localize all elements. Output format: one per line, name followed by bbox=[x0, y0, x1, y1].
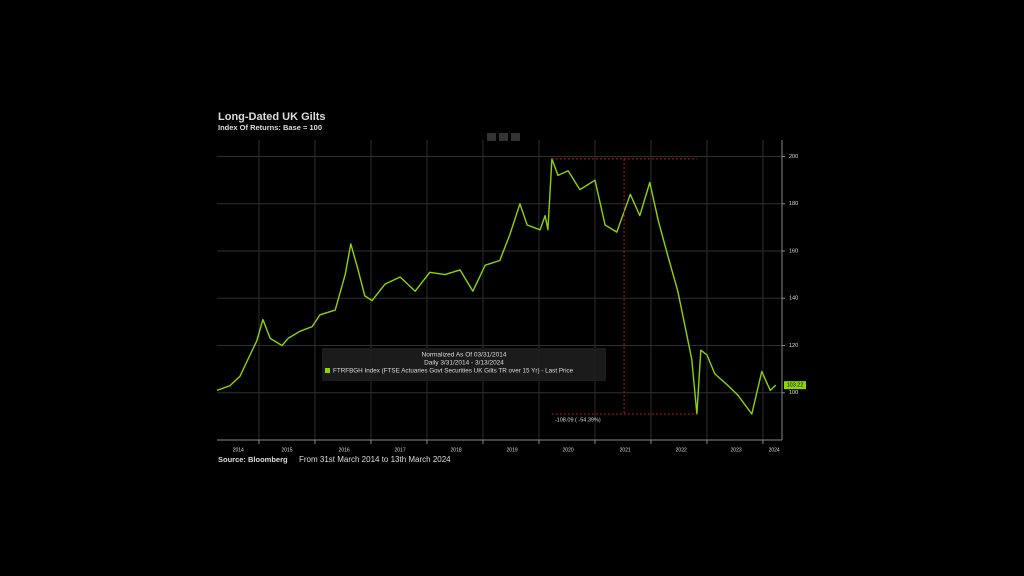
drawdown-label: -108.09 ( -54.39%) bbox=[555, 417, 601, 423]
y-tick-label: 140 bbox=[789, 296, 798, 302]
chart-title: Long-Dated UK Gilts bbox=[218, 111, 326, 123]
legend-swatch bbox=[325, 368, 330, 373]
tool-icon[interactable] bbox=[499, 133, 508, 141]
x-tick-label: 2018 bbox=[451, 447, 462, 453]
tool-icon[interactable] bbox=[511, 133, 520, 141]
x-tick-label: 2021 bbox=[620, 447, 631, 453]
source: Source: Bloomberg bbox=[218, 455, 288, 464]
tool-icon[interactable] bbox=[487, 133, 496, 141]
data-line bbox=[216, 158, 777, 415]
x-tick-label: 2020 bbox=[563, 447, 574, 453]
legend-header: Normalized As Of 03/31/2014 bbox=[422, 352, 507, 359]
x-tick-label: 2019 bbox=[507, 447, 518, 453]
x-tick-label: 2015 bbox=[281, 447, 292, 453]
y-tick-label: 200 bbox=[789, 154, 798, 160]
plot-area: 100 120 140 160 180 200 2014 2015 2016 2017 2018 20… bbox=[216, 140, 806, 453]
y-tick-label: 100 bbox=[789, 390, 798, 396]
legend-header: Daily 3/31/2014 - 3/13/2024 bbox=[424, 360, 504, 367]
y-tick-label: 160 bbox=[789, 248, 798, 254]
legend-box bbox=[322, 348, 606, 381]
chart-subtitle: Index Of Returns: Base = 100 bbox=[218, 123, 322, 132]
note: From 31st March 2014 to 13th March 2024 bbox=[299, 455, 451, 464]
x-tick-label: 2017 bbox=[395, 447, 406, 453]
last-price-label: 103.22 bbox=[787, 383, 804, 389]
x-tick-label: 2023 bbox=[731, 447, 742, 453]
x-tick-label: 2016 bbox=[339, 447, 350, 453]
x-tick-label: 2014 bbox=[233, 447, 244, 453]
x-tick-label: 2022 bbox=[676, 447, 687, 453]
legend-label: FTRFBGH Index (FTSE Actuaries Govt Secur… bbox=[333, 368, 574, 375]
x-tick-label: 2024 bbox=[769, 447, 780, 453]
y-tick-label: 180 bbox=[789, 201, 798, 207]
last-price-tag bbox=[784, 381, 806, 390]
toolbar bbox=[487, 133, 520, 141]
y-tick-label: 120 bbox=[789, 343, 798, 349]
